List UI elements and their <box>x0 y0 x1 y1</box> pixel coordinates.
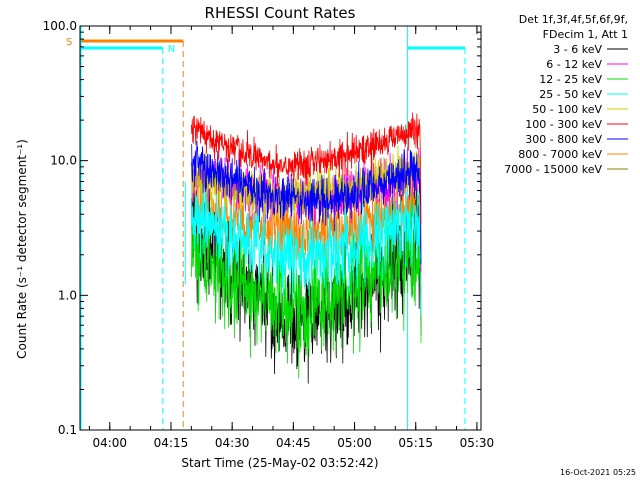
legend-entry-label: 7000 - 15000 keV <box>504 163 602 176</box>
plot-frame <box>79 25 482 431</box>
x-tick-label: 05:00 <box>337 436 372 450</box>
x-axis-label: Start Time (25-May-02 03:52:42) <box>181 456 378 470</box>
y-tick-label: 10.0 <box>50 154 77 168</box>
y-tick-label: 100.0 <box>43 19 77 33</box>
generation-timestamp: 16-Oct-2021 05:25 <box>560 468 636 477</box>
series-line-6 <box>191 112 422 224</box>
axes: 0.1 1.0 10.0 100.0 04:00 04:15 04:30 04:45 05:00… <box>43 19 495 450</box>
legend: 3 - 6 keV 6 - 12 keV 12 - 25 keV 25 - 50 ke… <box>504 43 628 176</box>
plot-area: SN <box>66 26 466 430</box>
night-label: N <box>168 44 175 55</box>
y-tick-label: 1.0 <box>58 288 77 302</box>
x-tick-label: 04:30 <box>215 436 250 450</box>
legend-entry-label: 12 - 25 keV <box>539 73 602 86</box>
legend-entry-label: 50 - 100 keV <box>532 103 602 116</box>
saa-label: S <box>66 37 72 48</box>
legend-entry-label: 100 - 300 keV <box>525 118 602 131</box>
series-line-4 <box>191 180 422 315</box>
x-tick-label: 05:15 <box>398 436 433 450</box>
chart-title: RHESSI Count Rates <box>205 4 356 22</box>
legend-entry-label: 6 - 12 keV <box>546 58 602 71</box>
x-tick-label: 04:00 <box>92 436 127 450</box>
legend-header-line-1: Det 1f,3f,4f,5f,6f,9f, <box>519 13 628 26</box>
legend-entry-label: 3 - 6 keV <box>553 43 602 56</box>
x-tick-label: 04:45 <box>276 436 311 450</box>
x-tick-label: 04:15 <box>154 436 189 450</box>
y-axis-label: Count Rate (s⁻¹ detector segment⁻¹) <box>15 139 29 359</box>
legend-entry-label: 800 - 7000 keV <box>518 148 602 161</box>
x-tick-label: 05:30 <box>460 436 495 450</box>
legend-entry-label: 25 - 50 keV <box>539 88 602 101</box>
legend-entry-label: 300 - 800 keV <box>525 133 602 146</box>
legend-header-line-2: FDecim 1, Att 1 <box>543 28 628 41</box>
y-tick-label: 0.1 <box>58 423 77 437</box>
series-line-7 <box>191 140 422 265</box>
